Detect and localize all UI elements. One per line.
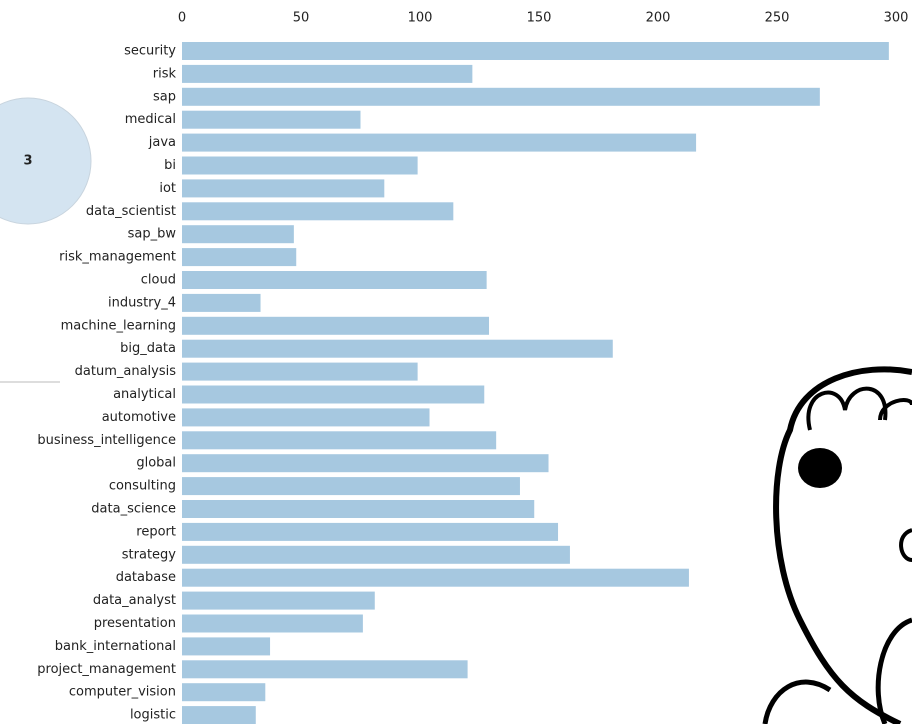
y-tick-label: consulting: [109, 479, 176, 494]
bar: [182, 248, 297, 267]
x-tick-label: 300: [884, 11, 909, 26]
x-tick-label: 150: [527, 11, 552, 26]
bar: [182, 316, 490, 335]
y-tick-label: big_data: [120, 341, 176, 356]
x-tick-label: 50: [293, 11, 310, 26]
bar: [182, 87, 820, 106]
y-tick-label: computer_vision: [69, 685, 176, 700]
bar: [182, 64, 473, 83]
y-tick-label: database: [116, 570, 176, 585]
bar: [182, 110, 361, 129]
y-tick-label: business_intelligence: [37, 433, 176, 448]
y-tick-label: risk_management: [59, 250, 176, 265]
cartoon-arm: [762, 679, 832, 724]
bar: [182, 477, 520, 496]
bar: [182, 339, 613, 358]
y-tick-label: report: [136, 524, 176, 539]
y-tick-label: bi: [164, 158, 176, 173]
x-tick-label: 250: [765, 11, 790, 26]
y-tick-label: data_science: [91, 502, 176, 517]
bar: [182, 179, 385, 198]
cartoon-eye: [798, 448, 842, 488]
y-tick-label: sap: [153, 89, 176, 104]
bar: [182, 408, 430, 427]
y-tick-label: sap_bw: [128, 227, 177, 242]
bar: [182, 522, 559, 541]
chart: 0 50 100 150 200 250 300 security risk sap medical…: [37, 11, 908, 724]
y-tick-label: java: [148, 135, 176, 150]
y-tick-label: industry_4: [108, 295, 176, 310]
bar: [182, 42, 889, 60]
bar: [182, 293, 261, 312]
cartoon-arm: [875, 617, 912, 724]
y-tick-label: global: [136, 456, 176, 471]
bar: [182, 500, 535, 518]
y-tick-label: cloud: [141, 273, 176, 288]
y-tick-label: datum_analysis: [75, 364, 177, 379]
bar: [182, 545, 570, 564]
bar: [182, 660, 468, 679]
y-tick-label: bank_international: [55, 639, 176, 654]
bar: [182, 431, 497, 450]
cartoon-cheek: [899, 528, 912, 562]
bar: [182, 156, 418, 175]
y-tick-label: automotive: [102, 410, 176, 425]
bar: [182, 568, 689, 587]
bar: [182, 454, 549, 473]
y-tick-label: presentation: [94, 616, 176, 631]
y-tick-label: medical: [125, 112, 176, 127]
y-tick-label: machine_learning: [61, 318, 176, 333]
bar: [182, 591, 375, 610]
cartoon-outline: [773, 366, 912, 724]
y-tick-label: security: [124, 44, 176, 59]
bar: [182, 133, 697, 152]
badge: 3: [23, 154, 32, 169]
y-tick-label: project_management: [37, 662, 176, 677]
bar: [182, 225, 294, 244]
x-tick-label: 0: [178, 11, 186, 26]
bar: [182, 614, 363, 633]
bar: [182, 385, 485, 404]
bar: [182, 706, 256, 724]
bar: [182, 271, 487, 289]
bar: [182, 362, 418, 381]
y-tick-label: strategy: [122, 547, 177, 562]
y-tick-label: data_analyst: [93, 593, 176, 608]
bar: [182, 202, 454, 221]
y-tick-label: risk: [153, 66, 177, 81]
bar: [182, 683, 266, 702]
y-tick-label: analytical: [113, 387, 176, 402]
y-tick-label: logistic: [130, 708, 176, 723]
cartoon: [762, 366, 912, 724]
badge-circle: [0, 97, 92, 225]
cartoon-hair: [878, 398, 912, 421]
bar: [182, 637, 271, 656]
x-tick-label: 100: [408, 11, 433, 26]
y-tick-label: data_scientist: [86, 204, 176, 219]
y-tick-label: iot: [159, 181, 176, 196]
x-tick-label: 200: [646, 11, 671, 26]
cartoon-hair: [806, 386, 888, 431]
